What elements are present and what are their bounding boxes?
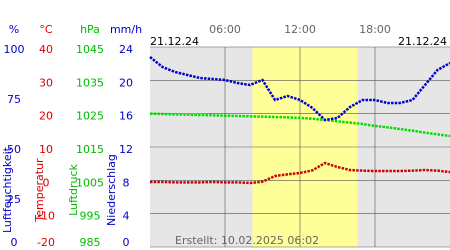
y-tick-label: 25 — [7, 193, 21, 206]
y-tick-label: 1015 — [76, 143, 104, 156]
axis-title: Luftdruck — [67, 163, 80, 215]
y-tick-label: 1025 — [76, 110, 104, 123]
y-tick-label: 995 — [80, 210, 101, 223]
y-tick-label: 20 — [39, 110, 53, 123]
y-tick-label: 24 — [119, 43, 133, 56]
axis-unit: hPa — [80, 23, 100, 36]
date-right: 21.12.24 — [398, 35, 447, 48]
y-tick-label: 8 — [123, 176, 130, 189]
y-tick-label: 985 — [80, 236, 101, 249]
y-tick-label: 4 — [123, 210, 130, 223]
axis-unit: % — [9, 23, 19, 36]
y-tick-label: 16 — [119, 110, 133, 123]
series-line — [149, 112, 450, 138]
axis-title: Temperatur — [33, 158, 46, 223]
axis-title: Luftfeuchtigkeit — [1, 146, 14, 233]
axis-unit: mm/h — [110, 23, 142, 36]
y-tick-label: -20 — [37, 236, 55, 249]
series-line — [150, 161, 450, 185]
y-tick-label: 1035 — [76, 76, 104, 89]
y-tick-label: 40 — [39, 43, 53, 56]
y-tick-label: 30 — [39, 76, 53, 89]
y-tick-label: 75 — [7, 93, 21, 106]
x-tick-label: 18:00 — [359, 23, 391, 36]
y-tick-label: 0 — [43, 176, 50, 189]
y-tick-label: 0 — [123, 236, 130, 249]
y-tick-label: 10 — [39, 143, 53, 156]
y-tick-label: 20 — [119, 76, 133, 89]
axis-unit: °C — [39, 23, 53, 36]
y-tick-label: 0 — [11, 236, 18, 249]
date-left: 21.12.24 — [150, 35, 199, 48]
axis-title: Niederschlag — [105, 154, 118, 226]
series-line — [149, 56, 450, 122]
footer: Erstellt: 10.02.2025 06:02 — [175, 234, 319, 247]
y-tick-label: 1005 — [76, 176, 104, 189]
y-tick-label: 100 — [4, 43, 25, 56]
x-tick-label: 06:00 — [209, 23, 241, 36]
x-tick-label: 12:00 — [284, 23, 316, 36]
y-tick-label: -10 — [37, 210, 55, 223]
y-tick-label: 50 — [7, 143, 21, 156]
y-tick-label: 1045 — [76, 43, 104, 56]
y-tick-label: 12 — [119, 143, 133, 156]
